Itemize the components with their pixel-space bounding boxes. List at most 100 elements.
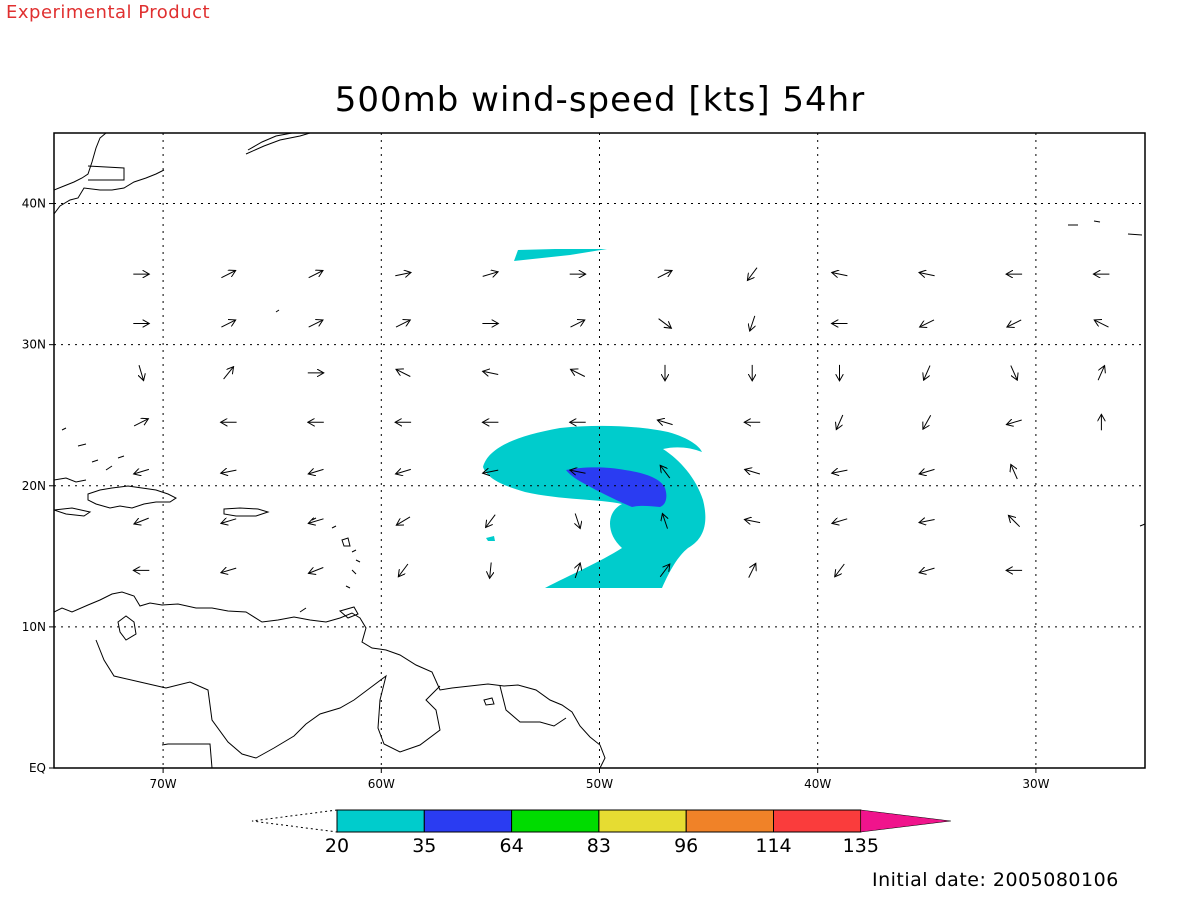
wind-vector-arrow (396, 516, 411, 525)
wind-vector-arrow (919, 520, 935, 523)
wind-vector-arrow (1008, 515, 1021, 528)
coastlines (54, 133, 1145, 768)
wind-band-20-35 (483, 425, 706, 588)
coastline-interior-border-3 (161, 743, 213, 768)
wind-vectors (133, 267, 1110, 579)
wind-vector-arrow (832, 519, 848, 524)
lat-tick-label: 20N (22, 479, 46, 493)
wind-vector-arrow (919, 568, 935, 573)
wind-vector-arrow (395, 320, 410, 328)
wind-vector-arrow (832, 273, 848, 276)
wind-vector-arrow (221, 271, 235, 279)
wind-band-35-64 (566, 467, 667, 507)
lon-tick-label: 50W (586, 777, 613, 791)
wind-band-20-35-north (514, 249, 607, 261)
colorbar-swatch (685, 809, 775, 833)
colorbar-swatch (423, 809, 513, 833)
wind-vector-arrow (396, 469, 411, 474)
coastline-puerto-rico (223, 507, 270, 517)
wind-vector-arrow (1011, 464, 1018, 480)
colorbar-label: 64 (500, 835, 524, 857)
wind-vector-arrow (748, 563, 756, 578)
colorbar-swatch (598, 809, 687, 833)
wind-vector-arrow (662, 514, 667, 529)
wind-vector-arrow (308, 519, 324, 524)
coastline-lesser-antilles (299, 517, 361, 613)
wind-vector-arrow (747, 267, 758, 281)
lat-lon-grid (54, 133, 1145, 768)
coastline-jamaica-cuba (54, 477, 92, 517)
lon-tick-label: 60W (368, 777, 395, 791)
wind-vector-arrow (832, 470, 848, 473)
coastline-venezuelan-island (483, 697, 495, 706)
wind-vector-arrow (308, 271, 323, 279)
wind-vector-arrow (920, 319, 935, 327)
wind-vector-arrow (659, 564, 670, 578)
coastline-south-america (54, 591, 606, 768)
wind-vector-arrow (836, 414, 844, 430)
coastline-bahamas (61, 427, 125, 471)
lon-tick-label: 70W (150, 777, 177, 791)
coastline-bermuda (275, 309, 280, 313)
wind-vector-arrow (221, 320, 235, 328)
colorbar-label: 83 (587, 835, 611, 857)
wind-speed-shading (483, 249, 706, 588)
wind-band-20-35-small (486, 536, 495, 541)
wind-vector-arrow (133, 419, 148, 427)
wind-vector-arrow (308, 469, 324, 474)
coastline-trinidad (338, 606, 359, 619)
wind-vector-arrow (570, 470, 586, 473)
colorbar-swatch (773, 809, 862, 833)
coastline-lake-maracaibo (117, 615, 137, 641)
wind-vector-arrow (657, 271, 672, 279)
wind-vector-arrow (1097, 366, 1105, 381)
lat-tick-label: 30N (22, 338, 46, 352)
wind-vector-arrow (1094, 320, 1109, 328)
lat-tick-label: 10N (22, 620, 46, 634)
colorbar-swatch (511, 809, 600, 833)
wind-vector-arrow (490, 562, 492, 579)
wind-vector-arrow (571, 369, 586, 377)
colorbar-label: 35 (412, 835, 436, 857)
coastline-nova-scotia (245, 133, 311, 155)
wind-vector-arrow (744, 520, 761, 523)
wind-vector-arrow (486, 514, 496, 528)
wind-vector-arrow (483, 470, 499, 473)
colorbar-label: 135 (843, 835, 879, 857)
wind-vector-arrow (923, 415, 932, 429)
wind-vector-arrow (919, 273, 935, 276)
colorbar-swatch (336, 809, 425, 833)
wind-vector-arrow (395, 273, 411, 276)
wind-vector-arrow (308, 320, 323, 328)
wind-vector-arrow (134, 517, 149, 524)
wind-vector-arrow (1006, 420, 1022, 425)
lat-tick-label: EQ (29, 761, 46, 775)
colorbar-label: 114 (755, 835, 791, 857)
colorbar-lower-open-triangle (251, 809, 338, 833)
coastline-interior-border-1 (95, 639, 441, 759)
wind-vector-arrow (657, 420, 673, 425)
lon-tick-label: 30W (1022, 777, 1049, 791)
wind-vector-arrow (1010, 365, 1018, 381)
wind-vector-arrow (924, 365, 931, 381)
wind-vector-arrow (745, 469, 761, 474)
wind-vector-arrow (483, 371, 499, 374)
coastline-interior-border-2 (499, 685, 567, 727)
wind-vector-arrow (658, 318, 672, 329)
wind-vector-arrow (482, 272, 498, 277)
wind-vector-arrow (308, 567, 324, 574)
wind-vector-arrow (750, 315, 755, 331)
wind-vector-arrow (575, 513, 580, 529)
axis-tick-labels: 70W 60W 50W 40W 30W EQ 10N 20N 30N 40N (22, 197, 1050, 791)
wind-vector-arrow (570, 320, 585, 328)
coastline-hispaniola (87, 485, 177, 509)
wind-vector-arrow (221, 519, 237, 524)
wind-vector-arrow (221, 470, 237, 473)
experimental-product-banner: Experimental Product (6, 2, 211, 23)
chart-title: 500mb wind-speed [kts] 54hr (334, 80, 866, 120)
wind-vector-arrow (660, 465, 671, 479)
colorbar: 20 35 64 83 96 114 135 (251, 809, 951, 857)
wind-vector-arrow (221, 568, 237, 573)
wind-vector-arrow (575, 563, 580, 579)
